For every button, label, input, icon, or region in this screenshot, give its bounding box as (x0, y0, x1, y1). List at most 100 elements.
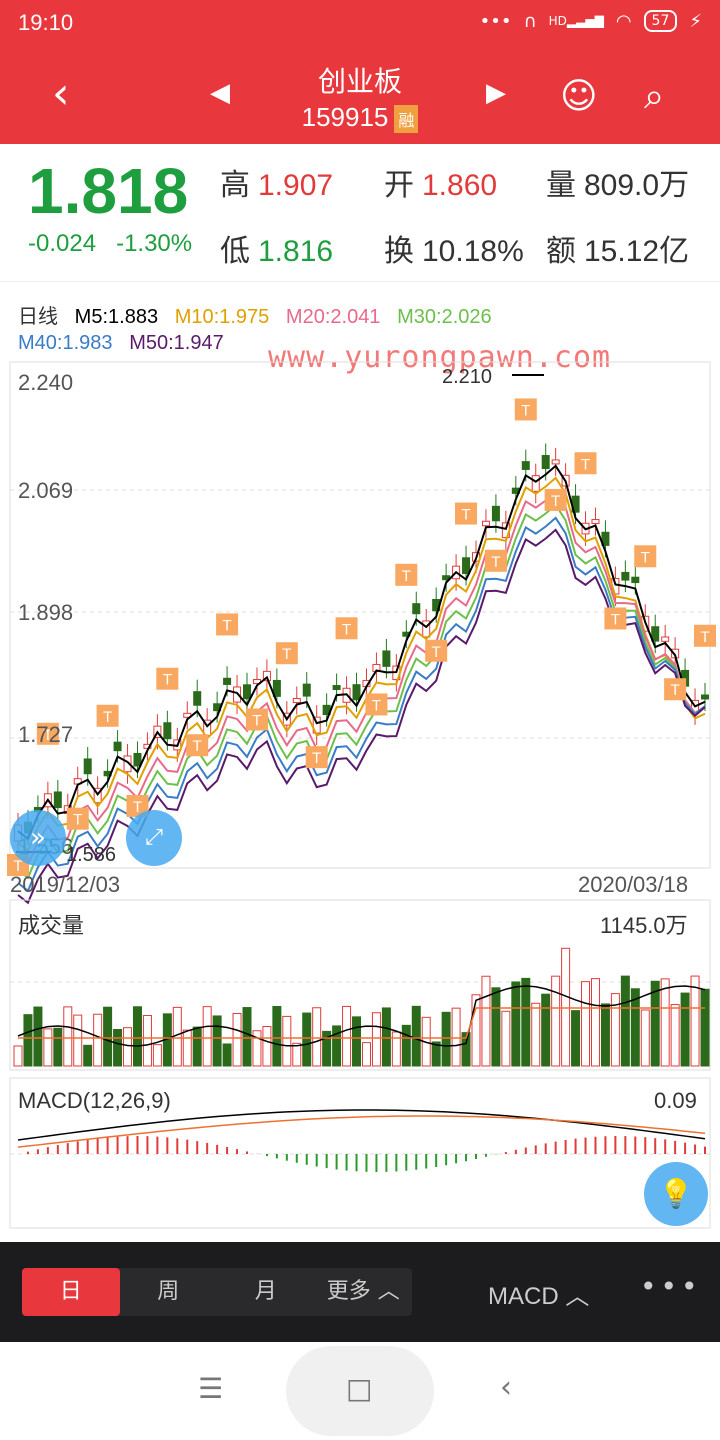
macd-bar (216, 1144, 219, 1154)
volume-bar (182, 1029, 192, 1067)
macd-bar (445, 1154, 448, 1166)
trade-marker-label: T (72, 813, 82, 829)
tab-day[interactable]: 日 (22, 1268, 120, 1316)
trade-marker (634, 545, 657, 568)
volume-bar (33, 1006, 43, 1067)
volume-bar (451, 1007, 461, 1067)
volume-bar (521, 977, 531, 1067)
volume-bar (232, 1012, 242, 1067)
dea-line (17, 1115, 706, 1148)
volume-bar (13, 1045, 23, 1067)
volume-bar (292, 1042, 302, 1067)
candle (651, 626, 660, 642)
quote-panel: 1.818 -0.024 -1.30% 高 1.907 开 1.860 量 809.0… (0, 144, 720, 282)
last-price: 1.818 (28, 155, 189, 227)
indicator-selector[interactable]: MACD ︿ (488, 1283, 590, 1310)
wifi-icon: ◠ (615, 10, 632, 32)
trade-marker (275, 642, 298, 665)
status-time: 19:10 (18, 10, 74, 35)
home-pill[interactable] (286, 1346, 434, 1436)
volume-bar (640, 1009, 650, 1067)
macd-bar (146, 1136, 149, 1154)
macd-bar (504, 1152, 507, 1154)
y-tick-1: 2.240 (18, 370, 74, 395)
next-stock-icon[interactable]: ▶ (486, 78, 506, 108)
macd-bar (634, 1136, 637, 1154)
home-icon[interactable]: □ (346, 1372, 373, 1405)
macd-bar (226, 1146, 229, 1154)
stock-name: 创业板 (317, 65, 402, 98)
fullscreen-icon[interactable]: ⤢ (126, 810, 182, 866)
volume-bar (142, 1015, 152, 1067)
tab-month[interactable]: 月 (254, 1279, 277, 1304)
menu-icon[interactable]: ☰ (198, 1372, 224, 1405)
trade-marker (186, 734, 209, 757)
macd-bar (236, 1149, 239, 1154)
volume-bar (262, 1026, 272, 1067)
volume-bar (371, 1012, 381, 1067)
macd-bar (265, 1154, 268, 1157)
kline-chart[interactable]: T T T T T T T T T T T T T T T T T T T T T T T T (0, 360, 720, 1320)
date-start: 2019/12/03 (10, 872, 121, 897)
candle (262, 670, 271, 682)
volume-bar (660, 978, 670, 1067)
volume-ma-line-2 (18, 1007, 705, 1039)
trade-marker-label: T (13, 859, 23, 875)
macd-bar (664, 1139, 667, 1154)
macd-bar (435, 1154, 438, 1167)
back-icon[interactable]: ‹ (52, 68, 70, 119)
candle (332, 685, 341, 691)
volume-bar (581, 981, 591, 1067)
macd-bar (46, 1147, 49, 1154)
macd-bar (614, 1136, 617, 1154)
tab-week[interactable]: 周 (157, 1279, 180, 1304)
prev-stock-icon[interactable]: ◀ (210, 78, 230, 108)
volume-bar (381, 1007, 391, 1067)
lightbulb-icon[interactable]: 💡 (644, 1162, 708, 1226)
trade-marker (484, 549, 507, 572)
ma5-line (17, 464, 706, 841)
trade-marker-label: T (192, 739, 202, 755)
volume-bar (202, 1006, 212, 1067)
volume-bar (322, 1030, 332, 1067)
trade-marker-label: T (550, 494, 560, 510)
volume-bar (650, 980, 660, 1067)
candle (123, 755, 132, 773)
macd-bar (56, 1145, 59, 1154)
headset-icon: ∩ (523, 10, 537, 32)
ma20-line (17, 490, 706, 867)
trade-marker (335, 617, 358, 640)
macd-bar (96, 1138, 99, 1154)
trade-marker (305, 746, 328, 769)
high-cell: 高 1.907 (220, 169, 334, 202)
low-cell: 低 1.816 (220, 235, 334, 268)
macd-bar (574, 1138, 577, 1154)
expand-left-icon[interactable]: » (10, 810, 66, 866)
tab-more[interactable]: 更多 ︿ (326, 1279, 400, 1304)
macd-bar (275, 1154, 278, 1159)
macd-bar (624, 1136, 627, 1154)
trade-marker-label: T (282, 647, 292, 663)
candle (382, 650, 391, 667)
candle (223, 677, 232, 685)
macd-bar (654, 1138, 657, 1154)
ma10-line (17, 476, 706, 853)
volume-bar (571, 1010, 581, 1067)
trade-marker-label: T (491, 555, 501, 571)
battery-icon: 57 (643, 10, 678, 32)
search-icon[interactable]: ⌕ (644, 76, 665, 117)
nav-back-icon[interactable]: ‹ (500, 1370, 512, 1405)
volume-bar (401, 1024, 411, 1067)
more-options-icon[interactable]: ••• (640, 1270, 702, 1303)
volume-bar (461, 1032, 471, 1067)
trade-marker-label: T (580, 457, 590, 473)
watermark: www.yurongpawn.com (268, 340, 612, 375)
candle (462, 557, 471, 575)
kline-frame (9, 361, 711, 869)
candle (601, 531, 610, 546)
macd-bar (514, 1149, 517, 1154)
volume-bar (441, 1011, 451, 1067)
candle (163, 722, 172, 740)
robot-icon[interactable]: ☺ (560, 76, 598, 117)
macd-bar (604, 1136, 607, 1154)
